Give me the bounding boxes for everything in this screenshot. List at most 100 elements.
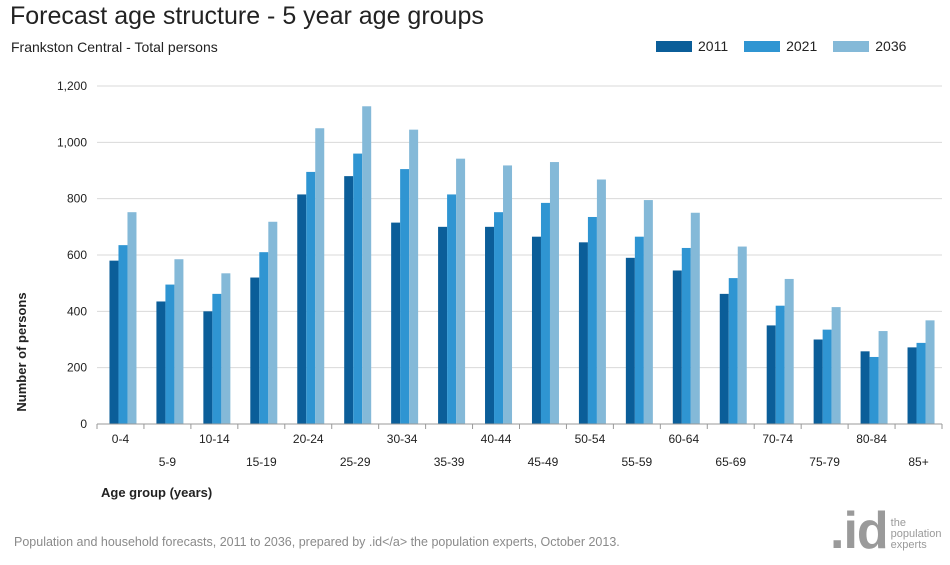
bar-2011-70-74[interactable] bbox=[766, 325, 776, 424]
y-axis-title: Number of persons bbox=[14, 292, 29, 411]
bar-2036-5-9[interactable] bbox=[174, 259, 184, 424]
x-tick-label: 85+ bbox=[908, 455, 928, 469]
x-tick-label: 25-29 bbox=[340, 455, 371, 469]
x-tick-label: 40-44 bbox=[481, 432, 512, 446]
x-tick-label: 50-54 bbox=[575, 432, 606, 446]
bar-2036-55-59[interactable] bbox=[643, 200, 653, 424]
bar-2021-25-29[interactable] bbox=[353, 153, 363, 424]
bar-2021-20-24[interactable] bbox=[306, 171, 316, 424]
x-tick-label: 20-24 bbox=[293, 432, 324, 446]
legend-label-2036: 2036 bbox=[875, 38, 907, 54]
bar-2011-30-34[interactable] bbox=[391, 222, 401, 424]
bar-2036-10-14[interactable] bbox=[221, 273, 231, 424]
y-tick-label: 400 bbox=[67, 304, 87, 318]
bar-2021-75-79[interactable] bbox=[822, 329, 832, 424]
axis-layer: 0 200 400 600 800 1,000 1,200 0-4 5-9 10-14 15-19 2… bbox=[57, 79, 943, 469]
bar-2021-10-14[interactable] bbox=[212, 293, 222, 424]
x-tick-label: 10-14 bbox=[199, 432, 230, 446]
x-tick-label: 60-64 bbox=[668, 432, 699, 446]
bar-2036-25-29[interactable] bbox=[362, 106, 372, 424]
bar-2011-15-19[interactable] bbox=[250, 277, 260, 424]
chart-title: Forecast age structure - 5 year age grou… bbox=[10, 2, 484, 30]
legend: 2011 2021 2036 bbox=[656, 38, 922, 54]
logo-line-1: the bbox=[890, 517, 906, 529]
bar-2011-65-69[interactable] bbox=[719, 293, 729, 424]
legend-item-2021[interactable]: 2021 bbox=[744, 38, 817, 54]
y-tick-label: 800 bbox=[67, 192, 87, 206]
bar-2011-35-39[interactable] bbox=[438, 226, 448, 424]
bar-2021-70-74[interactable] bbox=[775, 305, 785, 424]
bar-2011-85+[interactable] bbox=[907, 347, 917, 424]
x-tick-label: 45-49 bbox=[528, 455, 559, 469]
footer-source: Population and household forecasts, 2011… bbox=[14, 535, 620, 549]
bar-2011-40-44[interactable] bbox=[485, 226, 495, 424]
x-axis-title: Age group (years) bbox=[101, 485, 212, 500]
bar-2036-65-69[interactable] bbox=[737, 246, 747, 424]
bar-2011-5-9[interactable] bbox=[156, 301, 166, 424]
x-tick-label: 75-79 bbox=[809, 455, 840, 469]
bar-2011-55-59[interactable] bbox=[625, 257, 635, 424]
y-tick-label: 1,200 bbox=[57, 79, 87, 93]
legend-item-2011[interactable]: 2011 bbox=[656, 38, 728, 54]
id-logo: .id the population experts bbox=[830, 502, 942, 560]
bar-2036-30-34[interactable] bbox=[409, 129, 419, 425]
bar-2021-35-39[interactable] bbox=[447, 194, 457, 424]
bar-2021-30-34[interactable] bbox=[400, 169, 410, 424]
chart-subtitle: Frankston Central - Total persons bbox=[11, 39, 218, 55]
bar-2036-20-24[interactable] bbox=[315, 128, 325, 424]
legend-label-2011: 2011 bbox=[698, 38, 729, 54]
x-tick-label: 5-9 bbox=[159, 455, 177, 469]
bar-2036-60-64[interactable] bbox=[690, 212, 700, 424]
bar-2036-35-39[interactable] bbox=[456, 158, 466, 425]
bar-2036-40-44[interactable] bbox=[503, 165, 513, 424]
legend-swatch-2036 bbox=[833, 40, 870, 52]
bar-2036-50-54[interactable] bbox=[596, 179, 606, 424]
legend-label-2021: 2021 bbox=[786, 38, 818, 54]
logo-mark: .id bbox=[830, 502, 889, 560]
x-tick-label: 30-34 bbox=[387, 432, 418, 446]
bar-2011-60-64[interactable] bbox=[672, 270, 682, 424]
bar-2011-80-84[interactable] bbox=[860, 351, 870, 424]
x-tick-label: 15-19 bbox=[246, 455, 277, 469]
x-tick-label: 70-74 bbox=[762, 432, 793, 446]
y-tick-label: 1,000 bbox=[57, 135, 87, 149]
bar-2011-20-24[interactable] bbox=[297, 194, 307, 424]
bar-2021-5-9[interactable] bbox=[165, 284, 175, 424]
x-tick-label: 35-39 bbox=[434, 455, 465, 469]
bar-2036-85+[interactable] bbox=[925, 320, 935, 424]
bar-2036-15-19[interactable] bbox=[268, 221, 278, 424]
logo-tagline: the population experts bbox=[891, 518, 942, 551]
bar-2011-75-79[interactable] bbox=[813, 339, 823, 425]
bar-2011-50-54[interactable] bbox=[578, 242, 588, 424]
bar-2021-15-19[interactable] bbox=[259, 252, 269, 424]
legend-item-2036[interactable]: 2036 bbox=[833, 38, 906, 54]
x-tick-label: 0-4 bbox=[112, 432, 130, 446]
bar-2011-0-4[interactable] bbox=[109, 260, 119, 424]
bar-2021-50-54[interactable] bbox=[587, 216, 597, 424]
legend-swatch-2021 bbox=[744, 40, 781, 52]
bar-2021-65-69[interactable] bbox=[728, 278, 738, 424]
bar-2011-10-14[interactable] bbox=[203, 311, 213, 424]
y-tick-label: 200 bbox=[67, 361, 87, 375]
bar-2036-0-4[interactable] bbox=[127, 212, 137, 424]
bar-2021-40-44[interactable] bbox=[494, 212, 504, 424]
bar-2021-60-64[interactable] bbox=[681, 247, 691, 424]
bar-2036-75-79[interactable] bbox=[831, 307, 841, 424]
bar-2011-25-29[interactable] bbox=[344, 176, 354, 424]
y-tick-label: 0 bbox=[80, 417, 87, 431]
logo-line-3: experts bbox=[890, 539, 927, 551]
bar-layer bbox=[109, 106, 935, 425]
bar-2021-45-49[interactable] bbox=[540, 202, 550, 424]
legend-swatch-2011 bbox=[656, 40, 692, 52]
bar-2011-45-49[interactable] bbox=[531, 236, 541, 424]
bar-2021-85+[interactable] bbox=[916, 342, 926, 424]
y-tick-label: 600 bbox=[67, 248, 87, 262]
bar-2036-80-84[interactable] bbox=[878, 331, 888, 424]
bar-2021-80-84[interactable] bbox=[869, 356, 879, 424]
bar-2036-70-74[interactable] bbox=[784, 278, 794, 424]
logo-line-2: population bbox=[890, 528, 942, 540]
bar-2036-45-49[interactable] bbox=[549, 162, 559, 425]
bar-2021-55-59[interactable] bbox=[634, 236, 644, 424]
bar-2021-0-4[interactable] bbox=[118, 245, 128, 424]
